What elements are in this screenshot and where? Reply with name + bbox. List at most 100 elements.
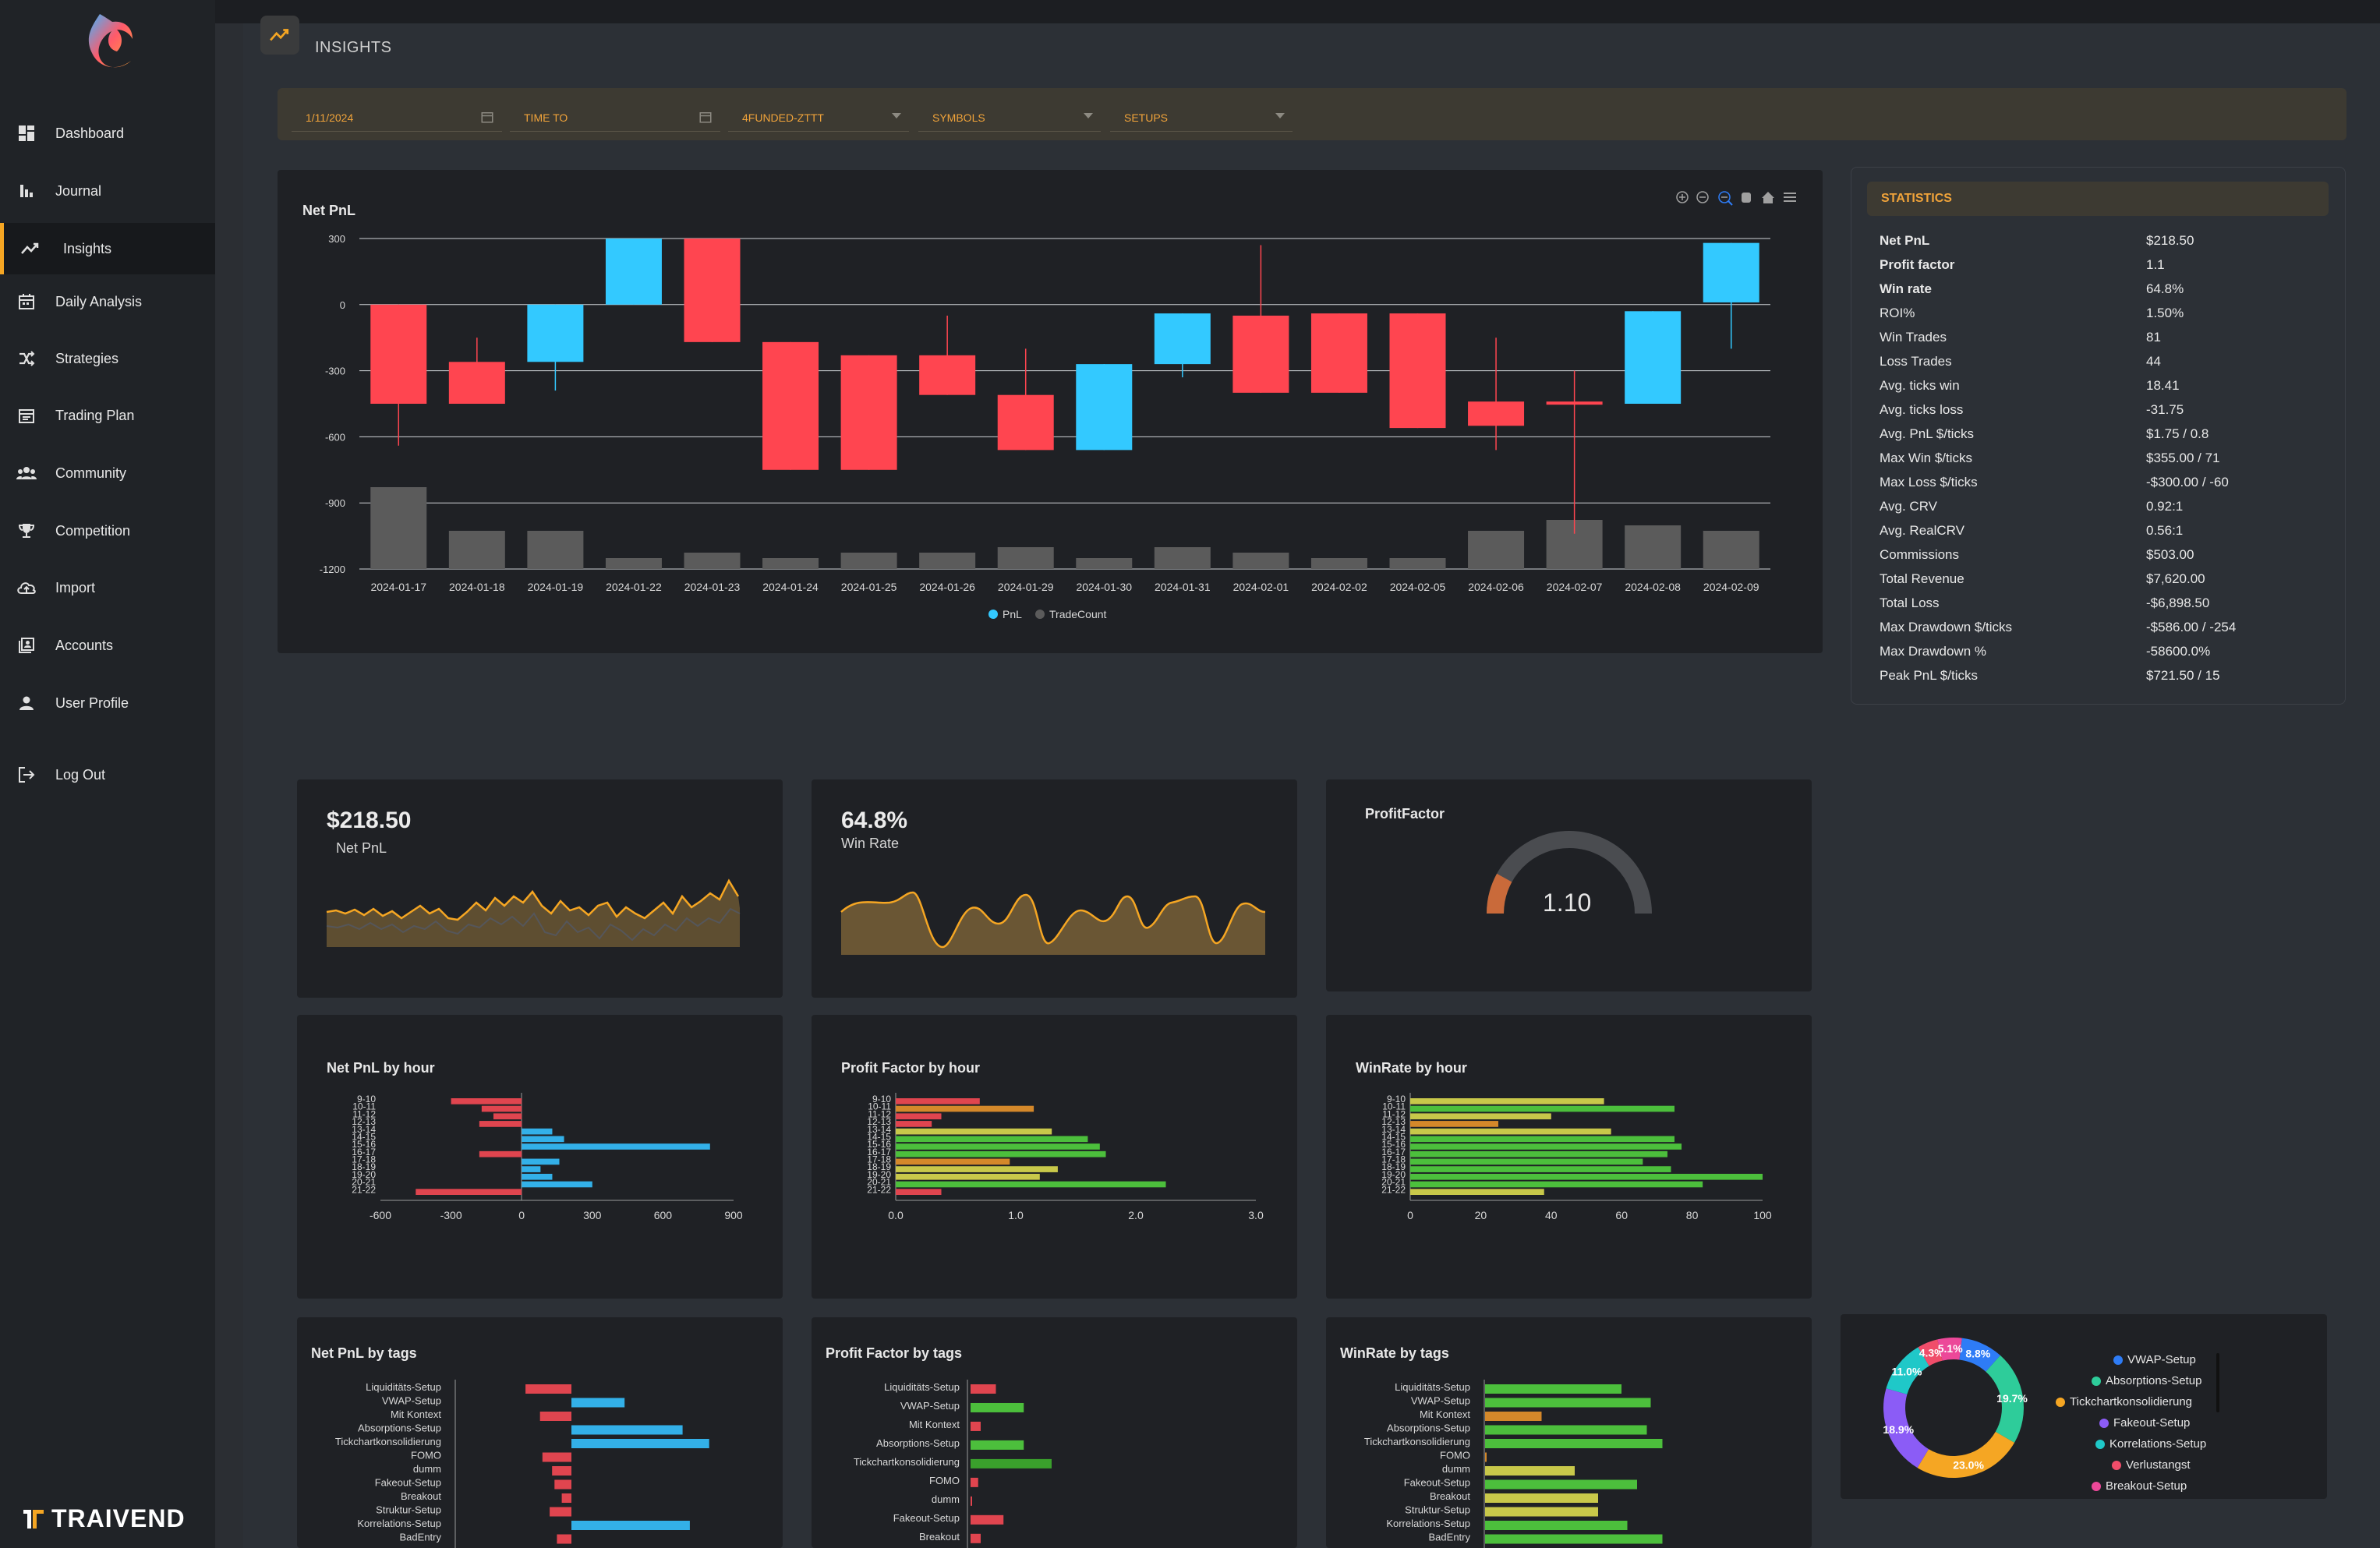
calendar-icon[interactable] <box>480 110 494 128</box>
sidebar-item-trading-plan[interactable]: Trading Plan <box>0 390 215 441</box>
bar[interactable] <box>451 1098 522 1104</box>
bar[interactable] <box>1410 1113 1551 1120</box>
bar[interactable] <box>522 1136 564 1143</box>
date-from-picker[interactable]: 1/11/2024 <box>292 108 502 132</box>
calendar-icon[interactable] <box>698 110 713 128</box>
sidebar-item-competition[interactable]: Competition <box>0 505 215 557</box>
bar[interactable] <box>1485 1452 1487 1462</box>
bar[interactable] <box>1410 1189 1544 1195</box>
candle-body[interactable] <box>762 341 819 470</box>
sidebar-item-dashboard[interactable]: Dashboard <box>0 108 215 159</box>
bar[interactable] <box>1485 1466 1575 1476</box>
candle-body[interactable] <box>605 239 662 305</box>
candle-body[interactable] <box>527 304 584 362</box>
bar[interactable] <box>896 1173 1040 1180</box>
bar[interactable] <box>479 1150 522 1157</box>
bar[interactable] <box>896 1136 1088 1143</box>
candle-body[interactable] <box>1703 242 1759 302</box>
home-icon[interactable] <box>1762 192 1774 203</box>
bar[interactable] <box>1410 1105 1674 1112</box>
donut-slice[interactable] <box>1918 1339 1943 1366</box>
bar[interactable] <box>1485 1507 1598 1517</box>
bar[interactable] <box>1410 1128 1611 1135</box>
bar[interactable] <box>1410 1158 1643 1165</box>
sidebar-item-journal[interactable]: Journal <box>0 165 215 217</box>
bar[interactable] <box>1410 1173 1763 1180</box>
bar[interactable] <box>896 1166 1058 1172</box>
donut-slice[interactable] <box>1883 1388 1929 1468</box>
bar[interactable] <box>896 1143 1100 1150</box>
bar[interactable] <box>522 1158 560 1165</box>
bar[interactable] <box>896 1105 1034 1112</box>
legend-item[interactable]: Korrelations-Setup <box>2095 1437 2206 1451</box>
bar[interactable] <box>1410 1150 1667 1157</box>
legend-marker-pnl[interactable] <box>988 610 998 619</box>
bar[interactable] <box>525 1384 571 1394</box>
donut-slice[interactable] <box>1917 1431 2015 1478</box>
bar[interactable] <box>571 1425 683 1435</box>
bar[interactable] <box>522 1173 553 1180</box>
menu-icon[interactable] <box>1784 193 1796 202</box>
legend-item[interactable]: Breakout-Setup <box>2092 1479 2187 1493</box>
donut-slice[interactable] <box>1986 1355 2024 1443</box>
legend-marker-tradecount[interactable] <box>1035 610 1045 619</box>
sidebar-item-user-profile[interactable]: User Profile <box>0 677 215 729</box>
legend-scrollbar[interactable] <box>2216 1353 2219 1412</box>
bar[interactable] <box>971 1440 1024 1450</box>
bar[interactable] <box>1410 1143 1682 1150</box>
legend-item[interactable]: Verlustangst <box>2112 1458 2191 1472</box>
legend-item[interactable]: VWAP-Setup <box>2113 1353 2196 1366</box>
bar[interactable] <box>1410 1098 1604 1104</box>
bar[interactable] <box>971 1514 1004 1525</box>
bar[interactable] <box>1485 1398 1651 1408</box>
bar[interactable] <box>1485 1493 1598 1503</box>
donut-slice[interactable] <box>1937 1338 1962 1361</box>
bar[interactable] <box>522 1181 592 1188</box>
bar[interactable] <box>542 1452 571 1462</box>
bar[interactable] <box>571 1398 625 1408</box>
candle-body[interactable] <box>684 239 741 342</box>
bar[interactable] <box>571 1439 709 1448</box>
bar[interactable] <box>971 1458 1052 1468</box>
bar[interactable] <box>1485 1479 1637 1490</box>
sidebar-item-daily-analysis[interactable]: Daily Analysis <box>0 276 215 327</box>
candle-body[interactable] <box>1076 364 1133 451</box>
bar[interactable] <box>896 1121 932 1127</box>
bar[interactable] <box>896 1128 1052 1135</box>
bar[interactable] <box>896 1113 942 1120</box>
bar[interactable] <box>550 1507 571 1517</box>
bar[interactable] <box>493 1113 522 1120</box>
candle-body[interactable] <box>1625 311 1682 404</box>
candle-body[interactable] <box>1546 401 1603 405</box>
bar[interactable] <box>971 1421 981 1431</box>
bar[interactable] <box>1485 1534 1663 1544</box>
bar[interactable] <box>971 1402 1024 1412</box>
bar[interactable] <box>479 1121 522 1127</box>
candle-body[interactable] <box>1389 313 1446 429</box>
bar[interactable] <box>896 1150 1106 1157</box>
candle-body[interactable] <box>448 362 505 404</box>
bar[interactable] <box>539 1412 571 1421</box>
bar[interactable] <box>971 1496 972 1506</box>
candle-body[interactable] <box>1154 313 1211 365</box>
sidebar-item-insights[interactable]: Insights <box>0 223 215 274</box>
bar[interactable] <box>1485 1412 1542 1421</box>
sidebar-item-accounts[interactable]: Accounts <box>0 620 215 671</box>
zoom-in-icon[interactable] <box>1676 191 1689 203</box>
donut-slice[interactable] <box>1959 1338 2000 1372</box>
bar[interactable] <box>481 1105 522 1112</box>
setups-select[interactable]: SETUPS <box>1110 108 1293 132</box>
bar[interactable] <box>971 1533 981 1543</box>
sidebar-item-log-out[interactable]: Log Out <box>0 749 215 801</box>
bar[interactable] <box>561 1493 571 1503</box>
bar[interactable] <box>1410 1181 1703 1188</box>
candle-body[interactable] <box>840 355 897 470</box>
candle-body[interactable] <box>997 394 1054 451</box>
bar[interactable] <box>1485 1439 1663 1448</box>
bar[interactable] <box>522 1143 710 1150</box>
bar[interactable] <box>522 1128 553 1135</box>
candle-body[interactable] <box>919 355 976 395</box>
time-to-picker[interactable]: TIME TO <box>510 108 720 132</box>
sidebar-item-community[interactable]: Community <box>0 447 215 499</box>
candle-body[interactable] <box>1310 313 1367 393</box>
